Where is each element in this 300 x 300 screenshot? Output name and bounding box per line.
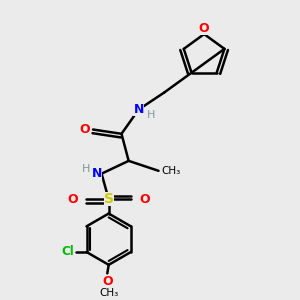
- Text: O: O: [139, 193, 150, 206]
- Text: O: O: [79, 123, 90, 136]
- Text: N: N: [134, 103, 144, 116]
- Text: N: N: [92, 167, 103, 180]
- Text: CH₃: CH₃: [161, 166, 180, 176]
- Text: CH₃: CH₃: [99, 288, 118, 298]
- Text: O: O: [102, 274, 112, 288]
- Text: O: O: [199, 22, 209, 35]
- Text: H: H: [147, 110, 156, 120]
- Text: H: H: [82, 164, 90, 174]
- Text: S: S: [104, 192, 114, 206]
- Text: O: O: [68, 193, 78, 206]
- Text: Cl: Cl: [61, 245, 74, 259]
